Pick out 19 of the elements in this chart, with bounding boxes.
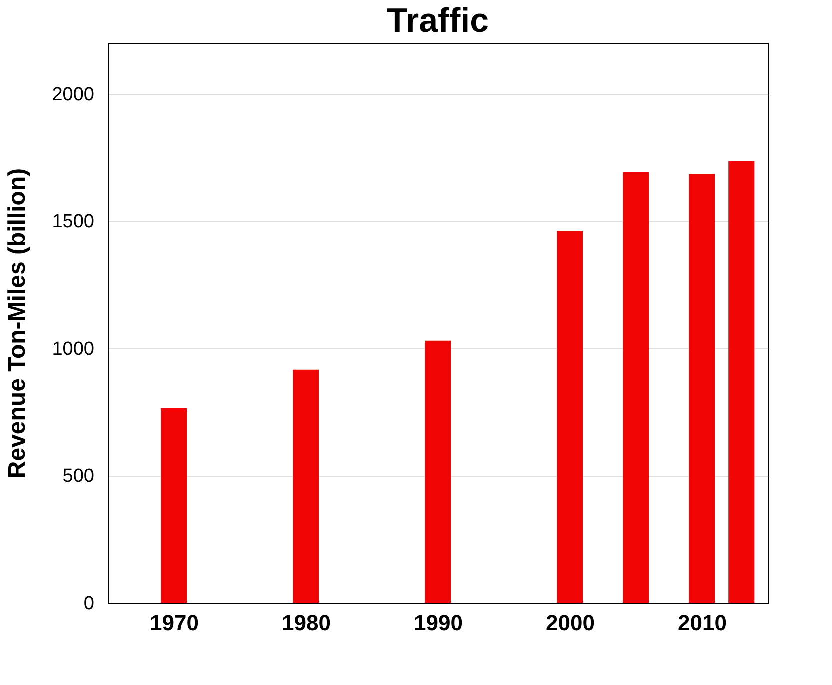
- bar: [425, 340, 451, 603]
- x-tick-label: 2010: [678, 610, 727, 636]
- bar: [728, 161, 755, 603]
- y-tick-label: 500: [62, 466, 94, 488]
- y-tick-label: 1000: [52, 338, 94, 360]
- bar: [293, 370, 319, 603]
- y-axis-title: Revenue Ton-Miles (billion): [4, 168, 32, 479]
- y-tick-label: 1500: [52, 212, 94, 233]
- x-tick-label: 1980: [282, 610, 331, 636]
- bar: [689, 174, 715, 603]
- y-tick-label: 2000: [52, 84, 94, 106]
- bar: [557, 231, 583, 603]
- y-tick-label: 0: [84, 594, 94, 614]
- x-tick-label: 1970: [150, 610, 199, 636]
- x-tick-label: 2000: [546, 610, 595, 636]
- bar: [161, 408, 187, 603]
- chart-title: Traffic: [386, 2, 490, 40]
- x-tick-label: 1990: [414, 610, 463, 636]
- bar: [623, 172, 649, 603]
